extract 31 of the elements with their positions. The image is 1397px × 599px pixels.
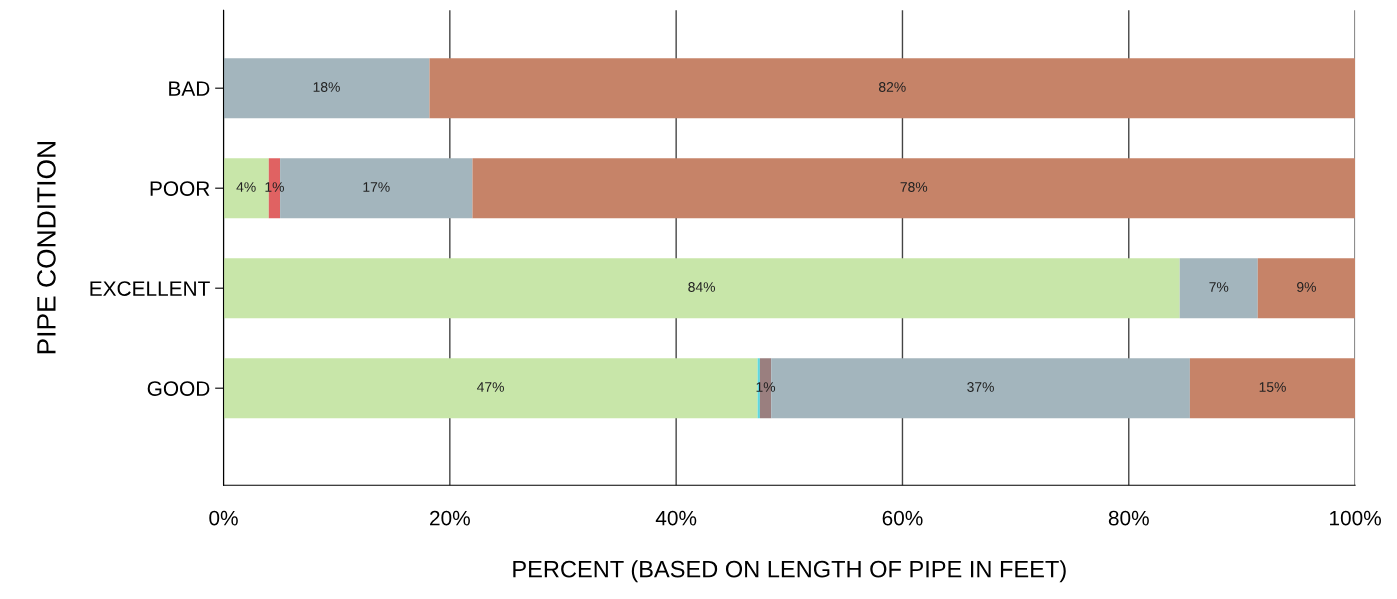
x-tick-label: 80% [1108,510,1149,526]
data-label: 78% [900,182,928,192]
bar [223,358,758,419]
bar [429,58,1356,119]
x-tick-label: 20% [430,510,470,526]
x-axis-title: PERCENT (BASED ON LENGTH OF PIPE IN FEET) [513,560,1066,583]
data-label: 82% [878,82,906,92]
bar [1189,358,1356,419]
y-axis-title: PIPE CONDITION [37,142,56,354]
data-label: 17% [363,182,390,192]
bar [223,258,1180,319]
data-label: 4% [236,182,256,192]
bar [1257,258,1356,319]
x-tick-label: 60% [882,510,923,526]
data-label: 47% [476,382,504,392]
data-label: 7% [1209,282,1229,292]
data-label: 37% [967,382,994,392]
bar [223,58,430,119]
y-tick-label: BAD [169,81,210,96]
data-label: 15% [1259,382,1286,392]
x-tick-label: 0% [209,510,238,526]
x-tick-label: 40% [655,510,697,526]
bar [1179,258,1258,319]
data-label: 9% [1297,282,1316,292]
data-label: 18% [313,82,340,92]
bar [472,158,1356,219]
x-tick-label: 100% [1330,510,1381,526]
y-tick-label: POOR [150,181,210,196]
y-tick-label: GOOD [147,381,210,396]
data-label: 84% [688,282,716,292]
y-tick-label: EXCELLENT [90,281,210,296]
